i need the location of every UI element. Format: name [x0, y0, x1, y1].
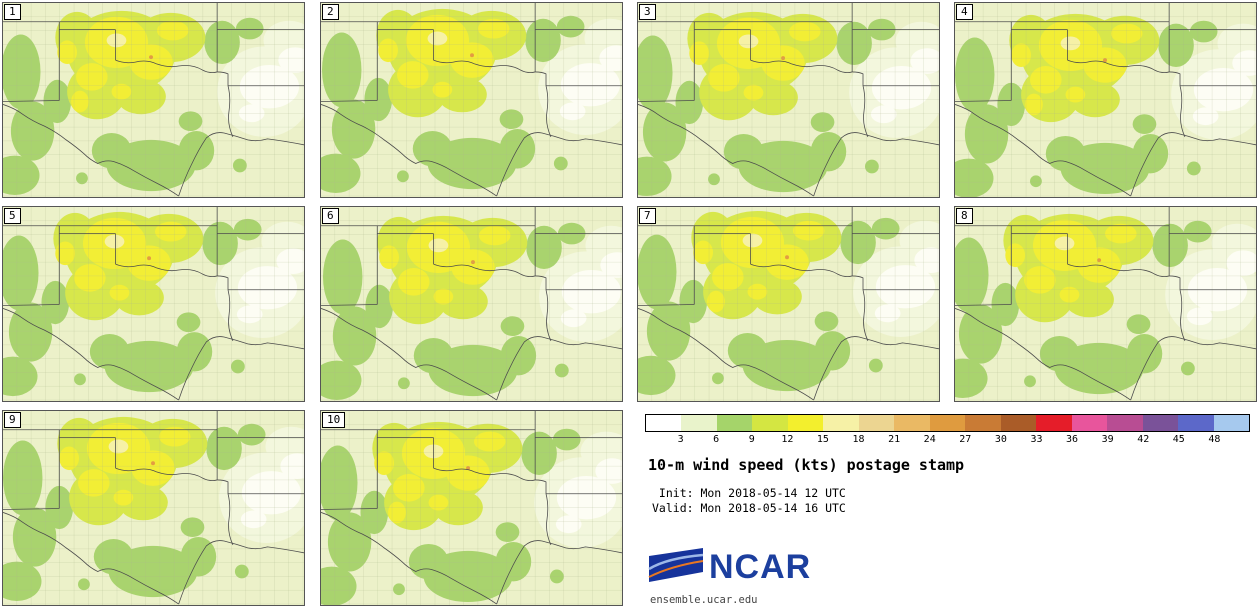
colorbar-tick: 24 — [923, 434, 936, 445]
wind-map — [955, 207, 1256, 401]
member-panel: 7 — [637, 206, 940, 402]
colorbar-segment — [1213, 415, 1249, 431]
colorbar-tick: 6 — [713, 434, 720, 445]
wind-map — [638, 3, 939, 197]
member-label: 10 — [322, 412, 346, 428]
member-panel: 2 — [320, 2, 623, 198]
member-label: 9 — [4, 412, 21, 428]
colorbar-segment — [823, 415, 859, 431]
init-time: Init: Mon 2018-05-14 12 UTC — [652, 486, 846, 500]
colorbar-tick: 27 — [959, 434, 972, 445]
member-panel: 5 — [2, 206, 305, 402]
member-panel: 6 — [320, 206, 623, 402]
member-label: 7 — [639, 208, 656, 224]
colorbar-segment — [787, 415, 824, 431]
colorbar-tick: 15 — [816, 434, 829, 445]
member-panel: 10 — [320, 410, 623, 606]
member-panel: 8 — [954, 206, 1257, 402]
colorbar-tick: 36 — [1066, 434, 1079, 445]
wind-map — [3, 411, 304, 605]
colorbar-tick: 9 — [748, 434, 755, 445]
member-label: 2 — [322, 4, 339, 20]
wind-map — [321, 207, 622, 401]
member-panel: 9 — [2, 410, 305, 606]
colorbar-segment — [858, 415, 895, 431]
member-label: 4 — [956, 4, 973, 20]
member-panel: 1 — [2, 2, 305, 198]
colorbar-segment — [929, 415, 966, 431]
wind-map — [321, 3, 622, 197]
colorbar-segment — [1107, 415, 1143, 431]
colorbar-tick: 48 — [1208, 434, 1221, 445]
colorbar-tick: 45 — [1172, 434, 1185, 445]
colorbar-tick: 12 — [781, 434, 794, 445]
colorbar-segment — [1036, 415, 1072, 431]
valid-time: Valid: Mon 2018-05-14 16 UTC — [652, 501, 846, 515]
colorbar-tick: 39 — [1101, 434, 1114, 445]
member-label: 1 — [4, 4, 21, 20]
colorbar-segment — [1142, 415, 1179, 431]
plot-title: 10-m wind speed (kts) postage stamp — [648, 456, 965, 474]
ncar-flag-icon — [648, 548, 704, 582]
colorbar-tick: 30 — [994, 434, 1007, 445]
site-url: ensemble.ucar.edu — [650, 594, 758, 606]
ncar-wordmark: NCAR — [709, 547, 812, 586]
colorbar-tick-labels: 3 6 9 12 15 18 21 24 27 30 33 36 39 42 45 48 — [645, 434, 1250, 448]
colorbar-tick: 33 — [1030, 434, 1043, 445]
member-panel: 3 — [637, 2, 940, 198]
colorbar-segment — [1000, 415, 1037, 431]
colorbar-segment — [681, 415, 717, 431]
member-panel: 4 — [954, 2, 1257, 198]
wind-map — [3, 207, 304, 401]
colorbar-segment — [894, 415, 930, 431]
member-label: 8 — [956, 208, 973, 224]
colorbar-segment — [752, 415, 788, 431]
wind-map — [955, 3, 1256, 197]
wind-speed-colorbar — [645, 414, 1250, 432]
member-label: 5 — [4, 208, 21, 224]
colorbar-segment — [646, 415, 682, 431]
wind-map — [638, 207, 939, 401]
colorbar-tick: 3 — [677, 434, 684, 445]
colorbar-segment — [965, 415, 1001, 431]
member-label: 6 — [322, 208, 339, 224]
ncar-logo: NCAR — [647, 545, 811, 589]
colorbar-segment — [1071, 415, 1108, 431]
wind-map — [321, 411, 622, 605]
colorbar-segment — [1178, 415, 1214, 431]
colorbar-tick: 18 — [852, 434, 865, 445]
colorbar-segment — [716, 415, 753, 431]
wind-map — [3, 3, 304, 197]
colorbar-tick: 21 — [888, 434, 901, 445]
member-label: 3 — [639, 4, 656, 20]
colorbar-tick: 42 — [1137, 434, 1150, 445]
